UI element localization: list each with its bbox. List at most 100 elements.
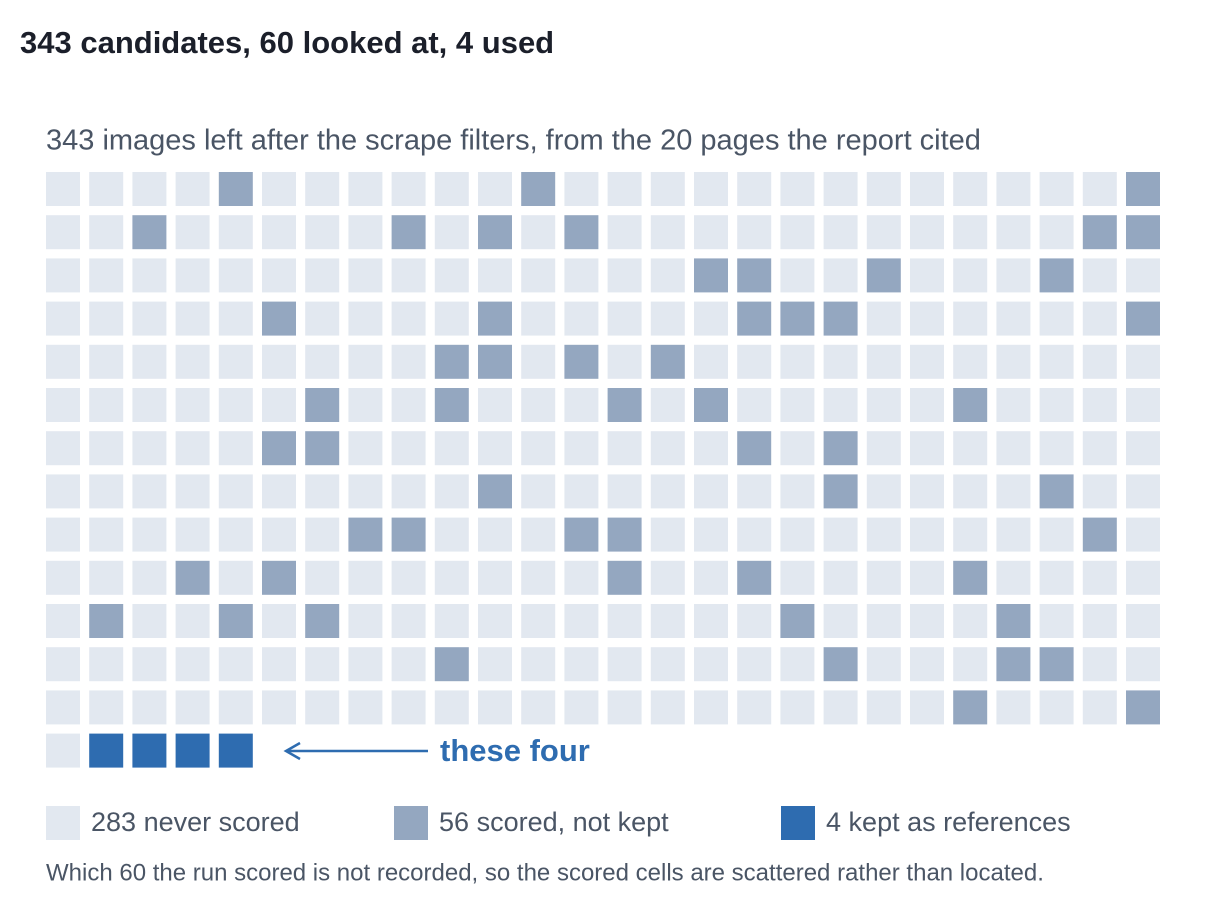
waffle-cell <box>780 344 815 379</box>
waffle-cell <box>953 215 988 250</box>
waffle-cell <box>823 431 858 466</box>
waffle-cell <box>607 431 642 466</box>
waffle-cell <box>694 172 728 206</box>
waffle-cell <box>478 172 512 206</box>
waffle-cell <box>434 301 469 336</box>
waffle-cell <box>564 215 599 250</box>
waffle-cell <box>910 301 944 336</box>
waffle-cell <box>46 517 80 552</box>
waffle-cell <box>953 431 988 466</box>
waffle-cell <box>953 172 988 206</box>
waffle-cell <box>478 215 512 250</box>
waffle-cell <box>175 647 210 682</box>
waffle-cell <box>564 431 599 466</box>
waffle-cell <box>823 388 858 422</box>
waffle-cell <box>910 517 944 552</box>
waffle-cell <box>1082 690 1117 725</box>
waffle-cell <box>1082 344 1117 379</box>
waffle-cell <box>478 388 512 422</box>
waffle-cell <box>607 301 642 336</box>
waffle-cell <box>391 388 426 422</box>
waffle-cell <box>175 733 210 768</box>
waffle-cell <box>737 560 772 595</box>
waffle-cell <box>780 431 815 466</box>
waffle-cell <box>1126 388 1160 422</box>
waffle-cell <box>737 301 772 336</box>
waffle-cell <box>910 647 944 682</box>
waffle-cell <box>823 560 858 595</box>
waffle-cell <box>953 517 988 552</box>
waffle-cell <box>175 604 210 638</box>
waffle-cell <box>89 604 124 638</box>
waffle-cell <box>391 560 426 595</box>
waffle-cell <box>953 301 988 336</box>
waffle-cell <box>262 604 296 638</box>
waffle-cell <box>46 604 80 638</box>
waffle-cell <box>910 344 944 379</box>
waffle-cell <box>1039 647 1074 682</box>
waffle-cell <box>46 431 80 466</box>
waffle-cell <box>348 604 383 638</box>
waffle-cell <box>737 431 772 466</box>
waffle-cell <box>46 733 80 768</box>
waffle-cell <box>564 388 599 422</box>
waffle-cell <box>434 258 469 293</box>
waffle-cell <box>996 560 1031 595</box>
chart-subtitle: 343 images left after the scrape filters… <box>46 125 981 157</box>
waffle-cell <box>521 690 556 725</box>
waffle-cell <box>866 258 901 293</box>
waffle-cell <box>650 560 685 595</box>
waffle-cell <box>780 301 815 336</box>
waffle-cell <box>780 560 815 595</box>
waffle-cell <box>866 301 901 336</box>
waffle-cell <box>694 344 728 379</box>
waffle-cell <box>823 474 858 509</box>
waffle-cell <box>737 517 772 552</box>
waffle-cell <box>478 560 512 595</box>
waffle-cell <box>650 517 685 552</box>
waffle-cell <box>46 172 80 206</box>
waffle-cell <box>262 388 296 422</box>
waffle-cell <box>996 172 1031 206</box>
waffle-cell <box>262 301 296 336</box>
waffle-cell <box>46 344 80 379</box>
waffle-cell <box>262 517 296 552</box>
waffle-cell <box>737 172 772 206</box>
waffle-cell <box>780 258 815 293</box>
waffle-cell <box>89 258 124 293</box>
waffle-cell <box>262 474 296 509</box>
waffle-cell <box>89 474 124 509</box>
waffle-cell <box>823 604 858 638</box>
waffle-cell <box>1039 344 1074 379</box>
waffle-cell <box>132 474 167 509</box>
legend-value: 4 <box>826 807 841 837</box>
waffle-cell <box>996 344 1031 379</box>
waffle-cell <box>953 604 988 638</box>
waffle-cell <box>434 517 469 552</box>
waffle-cell <box>175 690 210 725</box>
legend-swatch <box>46 806 80 840</box>
waffle-cell <box>694 431 728 466</box>
waffle-cell <box>262 172 296 206</box>
waffle-cell <box>305 560 340 595</box>
waffle-cell <box>305 301 340 336</box>
waffle-cell <box>823 517 858 552</box>
waffle-cell <box>564 474 599 509</box>
waffle-cell <box>46 647 80 682</box>
waffle-cell <box>1039 474 1074 509</box>
waffle-cell <box>1126 172 1160 206</box>
waffle-cell <box>391 517 426 552</box>
waffle-cell <box>1126 215 1160 250</box>
waffle-cell <box>521 215 556 250</box>
waffle-cell <box>305 690 340 725</box>
waffle-cell <box>478 604 512 638</box>
waffle-cell <box>1126 690 1160 725</box>
waffle-cell <box>305 647 340 682</box>
waffle-cell <box>694 258 728 293</box>
waffle-cell <box>564 172 599 206</box>
waffle-cell <box>1082 215 1117 250</box>
waffle-cell <box>348 647 383 682</box>
waffle-cell <box>89 431 124 466</box>
waffle-cell <box>478 474 512 509</box>
